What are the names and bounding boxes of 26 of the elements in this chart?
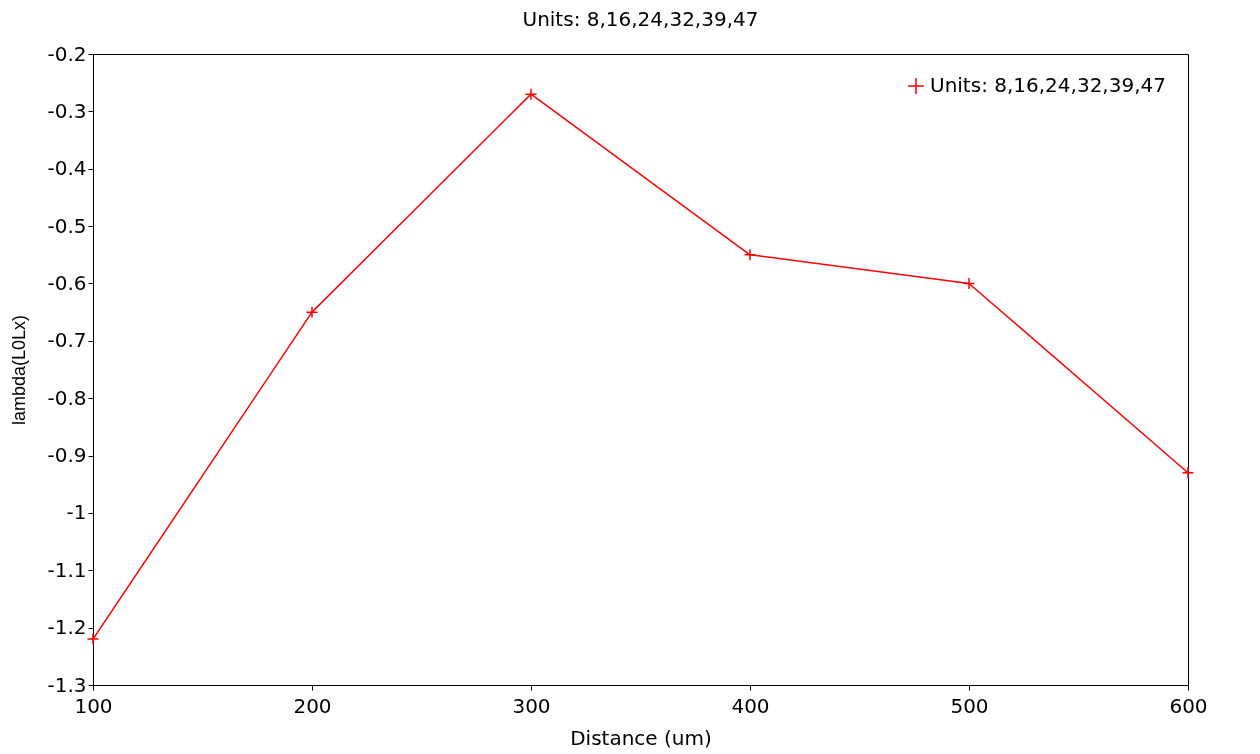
point <box>305 305 319 319</box>
y-axis-title: lambda(L0Lx) <box>9 314 30 426</box>
chart-title: Units: 8,16,24,32,39,47 <box>522 7 759 31</box>
y-tick-label: -0.4 <box>47 156 87 181</box>
y-tick-label: -0.2 <box>47 41 87 66</box>
x-tick-label: 200 <box>293 693 332 718</box>
y-tick-label: -0.8 <box>47 385 87 410</box>
y-tick-label: -1.1 <box>47 557 87 582</box>
y-tick-label: -0.5 <box>47 213 87 238</box>
y-tick-label: -0.6 <box>47 270 87 295</box>
y-tick-label: -0.7 <box>47 328 87 353</box>
x-tick-label: 500 <box>950 693 989 718</box>
y-tick-label: -1.2 <box>47 615 87 640</box>
x-tick-label: 600 <box>1169 693 1208 718</box>
point <box>86 632 100 646</box>
y-tick-label: -0.3 <box>47 98 87 123</box>
x-tick-label: 300 <box>512 693 551 718</box>
x-tick-label: 400 <box>731 693 770 718</box>
x-axis-title: Distance (um) <box>570 725 712 750</box>
legend-label: Units: 8,16,24,32,39,47 <box>930 73 1166 97</box>
point <box>743 248 757 261</box>
y-tick-label: -0.9 <box>47 443 87 468</box>
point <box>524 87 538 101</box>
point <box>962 277 976 290</box>
y-tick-label: -1 <box>66 500 87 525</box>
point <box>1181 466 1195 479</box>
